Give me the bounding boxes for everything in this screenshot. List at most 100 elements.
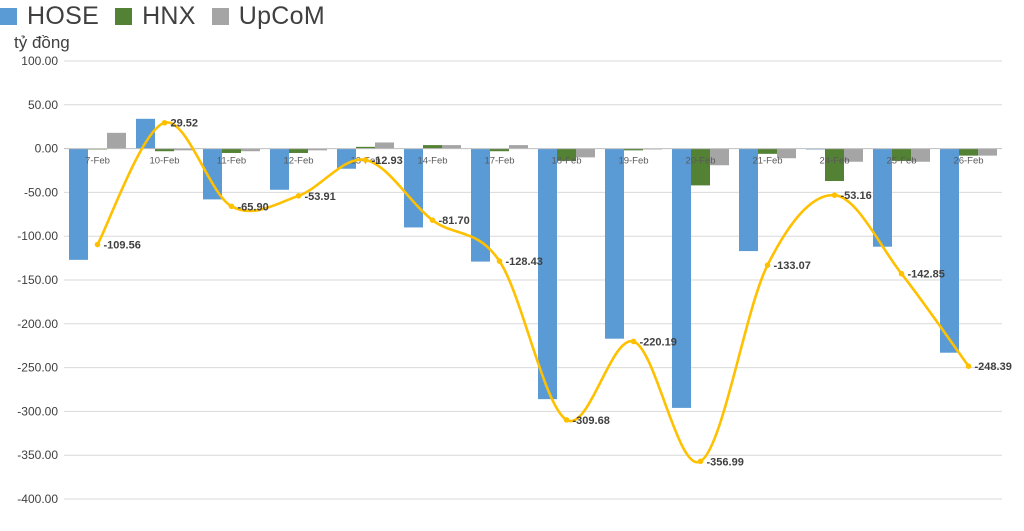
y-tick-label: -100.00 (17, 229, 58, 243)
data-label: -309.68 (573, 415, 610, 427)
data-label: -81.70 (439, 215, 470, 227)
y-tick-label: -350.00 (17, 448, 58, 462)
y-tick-label: -250.00 (17, 361, 58, 375)
data-label: -356.99 (707, 456, 744, 468)
y-tick-label: -150.00 (17, 273, 58, 287)
bar-upcom (375, 142, 394, 149)
legend-swatch-upcom (211, 7, 229, 25)
x-tick-label: 10-Feb (149, 156, 179, 167)
line-point (161, 119, 168, 126)
bar-hnx (557, 148, 576, 161)
data-label: -133.07 (774, 260, 811, 272)
x-tick-label: 21-Feb (752, 156, 782, 167)
bar-upcom (710, 148, 729, 166)
y-tick-label: -400.00 (17, 492, 58, 506)
y-tick-label: 50.00 (28, 98, 58, 112)
data-label: -53.16 (841, 190, 872, 202)
bar-hnx (490, 148, 509, 152)
x-tick-label: 25-Feb (886, 156, 916, 167)
bar-upcom (844, 148, 863, 162)
data-label: -128.43 (506, 256, 543, 268)
data-label: -109.56 (104, 240, 141, 252)
bar-hose (538, 148, 557, 400)
data-label: -12.93 (372, 155, 403, 167)
legend-item-upcom: UpCoM (211, 1, 325, 31)
data-label: -65.90 (238, 201, 269, 213)
x-tick-label: 20-Feb (685, 156, 715, 167)
bar-hnx (758, 148, 777, 154)
bar-hose (203, 148, 222, 200)
y-axis-unit-label: tỷ đồng (14, 33, 70, 52)
bar-hose (136, 118, 155, 149)
bar-hnx (825, 148, 844, 182)
legend-label-hnx: HNX (142, 1, 196, 30)
y-tick-label: -200.00 (17, 317, 58, 331)
line-point (362, 157, 369, 163)
x-tick-label: 18-Feb (551, 156, 581, 167)
legend-swatch-hnx (115, 7, 133, 25)
bar-upcom (509, 145, 528, 149)
y-tick-label: 0.00 (35, 142, 59, 156)
bar-hose (337, 148, 356, 169)
x-tick-label: 14-Feb (417, 156, 447, 167)
bar-hnx (691, 148, 710, 186)
data-label: -220.19 (640, 336, 677, 348)
bar-hose (605, 148, 624, 339)
bar-upcom (777, 148, 796, 159)
bar-hnx (892, 148, 911, 161)
line-point (898, 270, 905, 277)
line-point (429, 217, 436, 223)
bar-hose (940, 148, 959, 353)
bar-upcom (174, 148, 193, 151)
data-label: -248.39 (975, 361, 1012, 373)
line-point (563, 417, 570, 423)
bar-hnx (624, 148, 643, 151)
bar-hose (672, 148, 691, 408)
chart-legend: HOSE HNX UpCoM (0, 2, 341, 30)
bar-hnx (155, 148, 174, 152)
data-label: -53.91 (305, 191, 336, 203)
legend-label-upcom: UpCoM (238, 1, 325, 30)
x-tick-label: 17-Feb (484, 156, 514, 167)
bar-upcom (442, 145, 461, 149)
x-tick-label: 19-Feb (618, 156, 648, 167)
bar-upcom (911, 148, 930, 162)
bar-upcom (107, 132, 126, 149)
bar-upcom (241, 148, 260, 152)
bar-hose (873, 148, 892, 247)
x-tick-label: 7-Feb (85, 156, 110, 167)
bar-hnx (356, 146, 375, 149)
bar-hose (69, 148, 88, 260)
data-label: -142.85 (908, 269, 945, 281)
legend-swatch-hose (0, 7, 17, 25)
x-tick-label: 24-Feb (819, 156, 849, 167)
line-point (295, 193, 302, 199)
bar-hnx (222, 148, 241, 153)
legend-item-hose: HOSE (0, 2, 99, 31)
y-tick-label: -50.00 (24, 185, 58, 199)
bar-hnx (423, 145, 442, 149)
line-point (697, 458, 704, 465)
line-point (764, 262, 771, 268)
legend-item-hnx: HNX (115, 2, 196, 31)
bar-hnx (289, 148, 308, 153)
line-point (496, 258, 503, 264)
bar-hose (739, 148, 758, 252)
bar-upcom (978, 148, 997, 156)
line-point (630, 338, 637, 345)
y-tick-label: -300.00 (17, 404, 58, 418)
y-tick-label: 100.00 (21, 54, 58, 68)
data-label: 29.52 (171, 118, 199, 130)
bar-upcom (576, 148, 595, 158)
line-point (965, 363, 972, 369)
line-point (228, 203, 235, 210)
bar-hose (270, 148, 289, 190)
line-point (831, 192, 838, 198)
legend-label-hose: HOSE (27, 1, 100, 30)
x-tick-label: 12-Feb (283, 156, 313, 167)
bar-hose (471, 148, 490, 262)
line-point (94, 241, 101, 248)
bar-upcom (308, 148, 327, 151)
x-tick-label: 26-Feb (953, 156, 983, 167)
